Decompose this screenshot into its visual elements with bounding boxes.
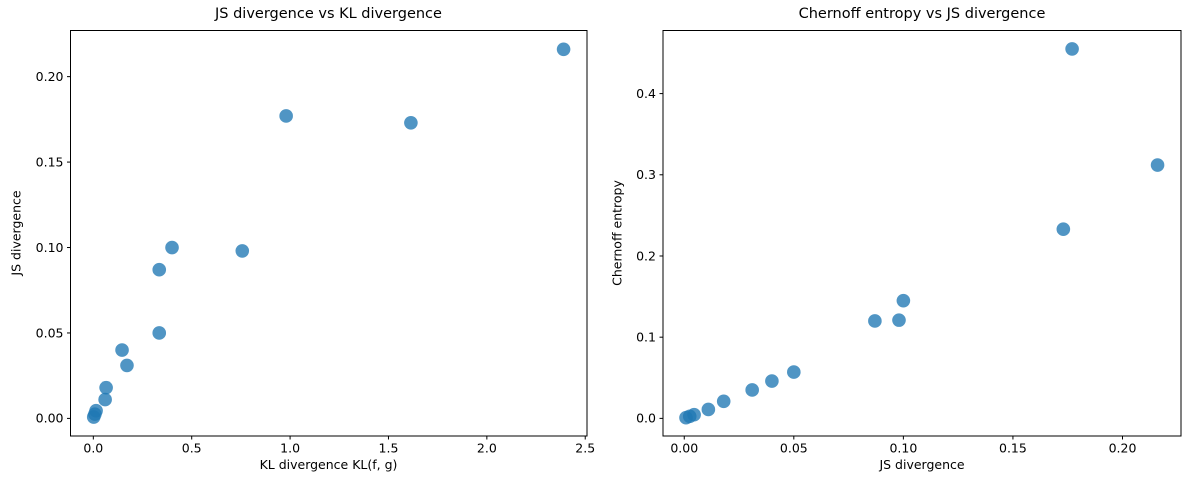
y-tick-label: 0.05 xyxy=(36,325,64,340)
scatter-point xyxy=(868,314,882,328)
scatter-point xyxy=(716,394,731,409)
right-plot-ylabel: Chernoff entropy xyxy=(609,180,625,286)
scatter-point xyxy=(120,358,134,373)
x-tick-label: 0.5 xyxy=(182,441,202,456)
scatter-point xyxy=(1150,158,1165,172)
left-plot-ylabel: JS divergence xyxy=(8,190,24,276)
right-plot-xlabel: JS divergence xyxy=(879,457,965,472)
x-tick-label: 0.15 xyxy=(999,441,1027,456)
scatter-point xyxy=(89,403,103,418)
scatter-point xyxy=(896,293,911,308)
scatter-point xyxy=(1056,222,1071,236)
scatter-point xyxy=(404,115,418,130)
scatter-point xyxy=(556,42,571,57)
x-tick-label: 0.0 xyxy=(83,441,103,456)
scatter-point xyxy=(99,380,113,395)
scatter-point xyxy=(152,326,167,340)
y-tick-label: 0.20 xyxy=(36,69,64,84)
left-plot-xlabel: KL divergence KL(f, g) xyxy=(259,457,398,472)
y-tick-label: 0.1 xyxy=(636,329,656,344)
right-plot: 0.00 0.05 0.10 0.15 0.20 0.0 0.1 0.2 0.3 0.4 xyxy=(636,30,1182,456)
x-tick-label: 2.0 xyxy=(477,441,497,456)
plot-frame xyxy=(662,30,1182,437)
scatter-point xyxy=(279,109,293,123)
scatter-point xyxy=(787,365,801,379)
left-plot: 0.0 0.5 1.0 1.5 2.0 2.5 0.00 0.05 0.10 0.15 0.20 xyxy=(36,30,595,456)
scatter-point xyxy=(115,343,129,357)
scatter-point xyxy=(1065,42,1079,56)
x-tick-label: 0.20 xyxy=(1109,441,1137,456)
scatter-point xyxy=(98,392,112,407)
y-tick-label: 0.3 xyxy=(636,167,656,182)
y-tick-label: 0.0 xyxy=(636,411,656,426)
scatter-point xyxy=(765,374,779,388)
scatter-point xyxy=(892,313,906,327)
y-tick-label: 0.15 xyxy=(36,154,64,169)
y-tick-label: 0.4 xyxy=(636,86,656,101)
x-tick-label: 1.5 xyxy=(379,441,399,456)
scatter-point xyxy=(701,402,716,417)
x-tick-label: 0.00 xyxy=(670,441,698,456)
right-plot-title: Chernoff entropy vs JS divergence xyxy=(798,6,1046,22)
scatter-point xyxy=(687,407,701,422)
scatter-point xyxy=(235,244,250,258)
x-tick-label: 0.10 xyxy=(889,441,917,456)
scatter-point xyxy=(165,240,179,255)
plot-frame xyxy=(70,30,588,437)
scatter-point xyxy=(152,262,167,277)
y-tick-label: 0.00 xyxy=(36,411,64,426)
y-tick-label: 0.2 xyxy=(636,248,656,263)
y-tick-label: 0.10 xyxy=(36,240,64,255)
x-tick-label: 0.05 xyxy=(780,441,808,456)
x-tick-label: 1.0 xyxy=(280,441,300,456)
left-plot-title: JS divergence vs KL divergence xyxy=(215,6,442,22)
x-tick-label: 2.5 xyxy=(575,441,595,456)
scatter-point xyxy=(745,383,759,397)
